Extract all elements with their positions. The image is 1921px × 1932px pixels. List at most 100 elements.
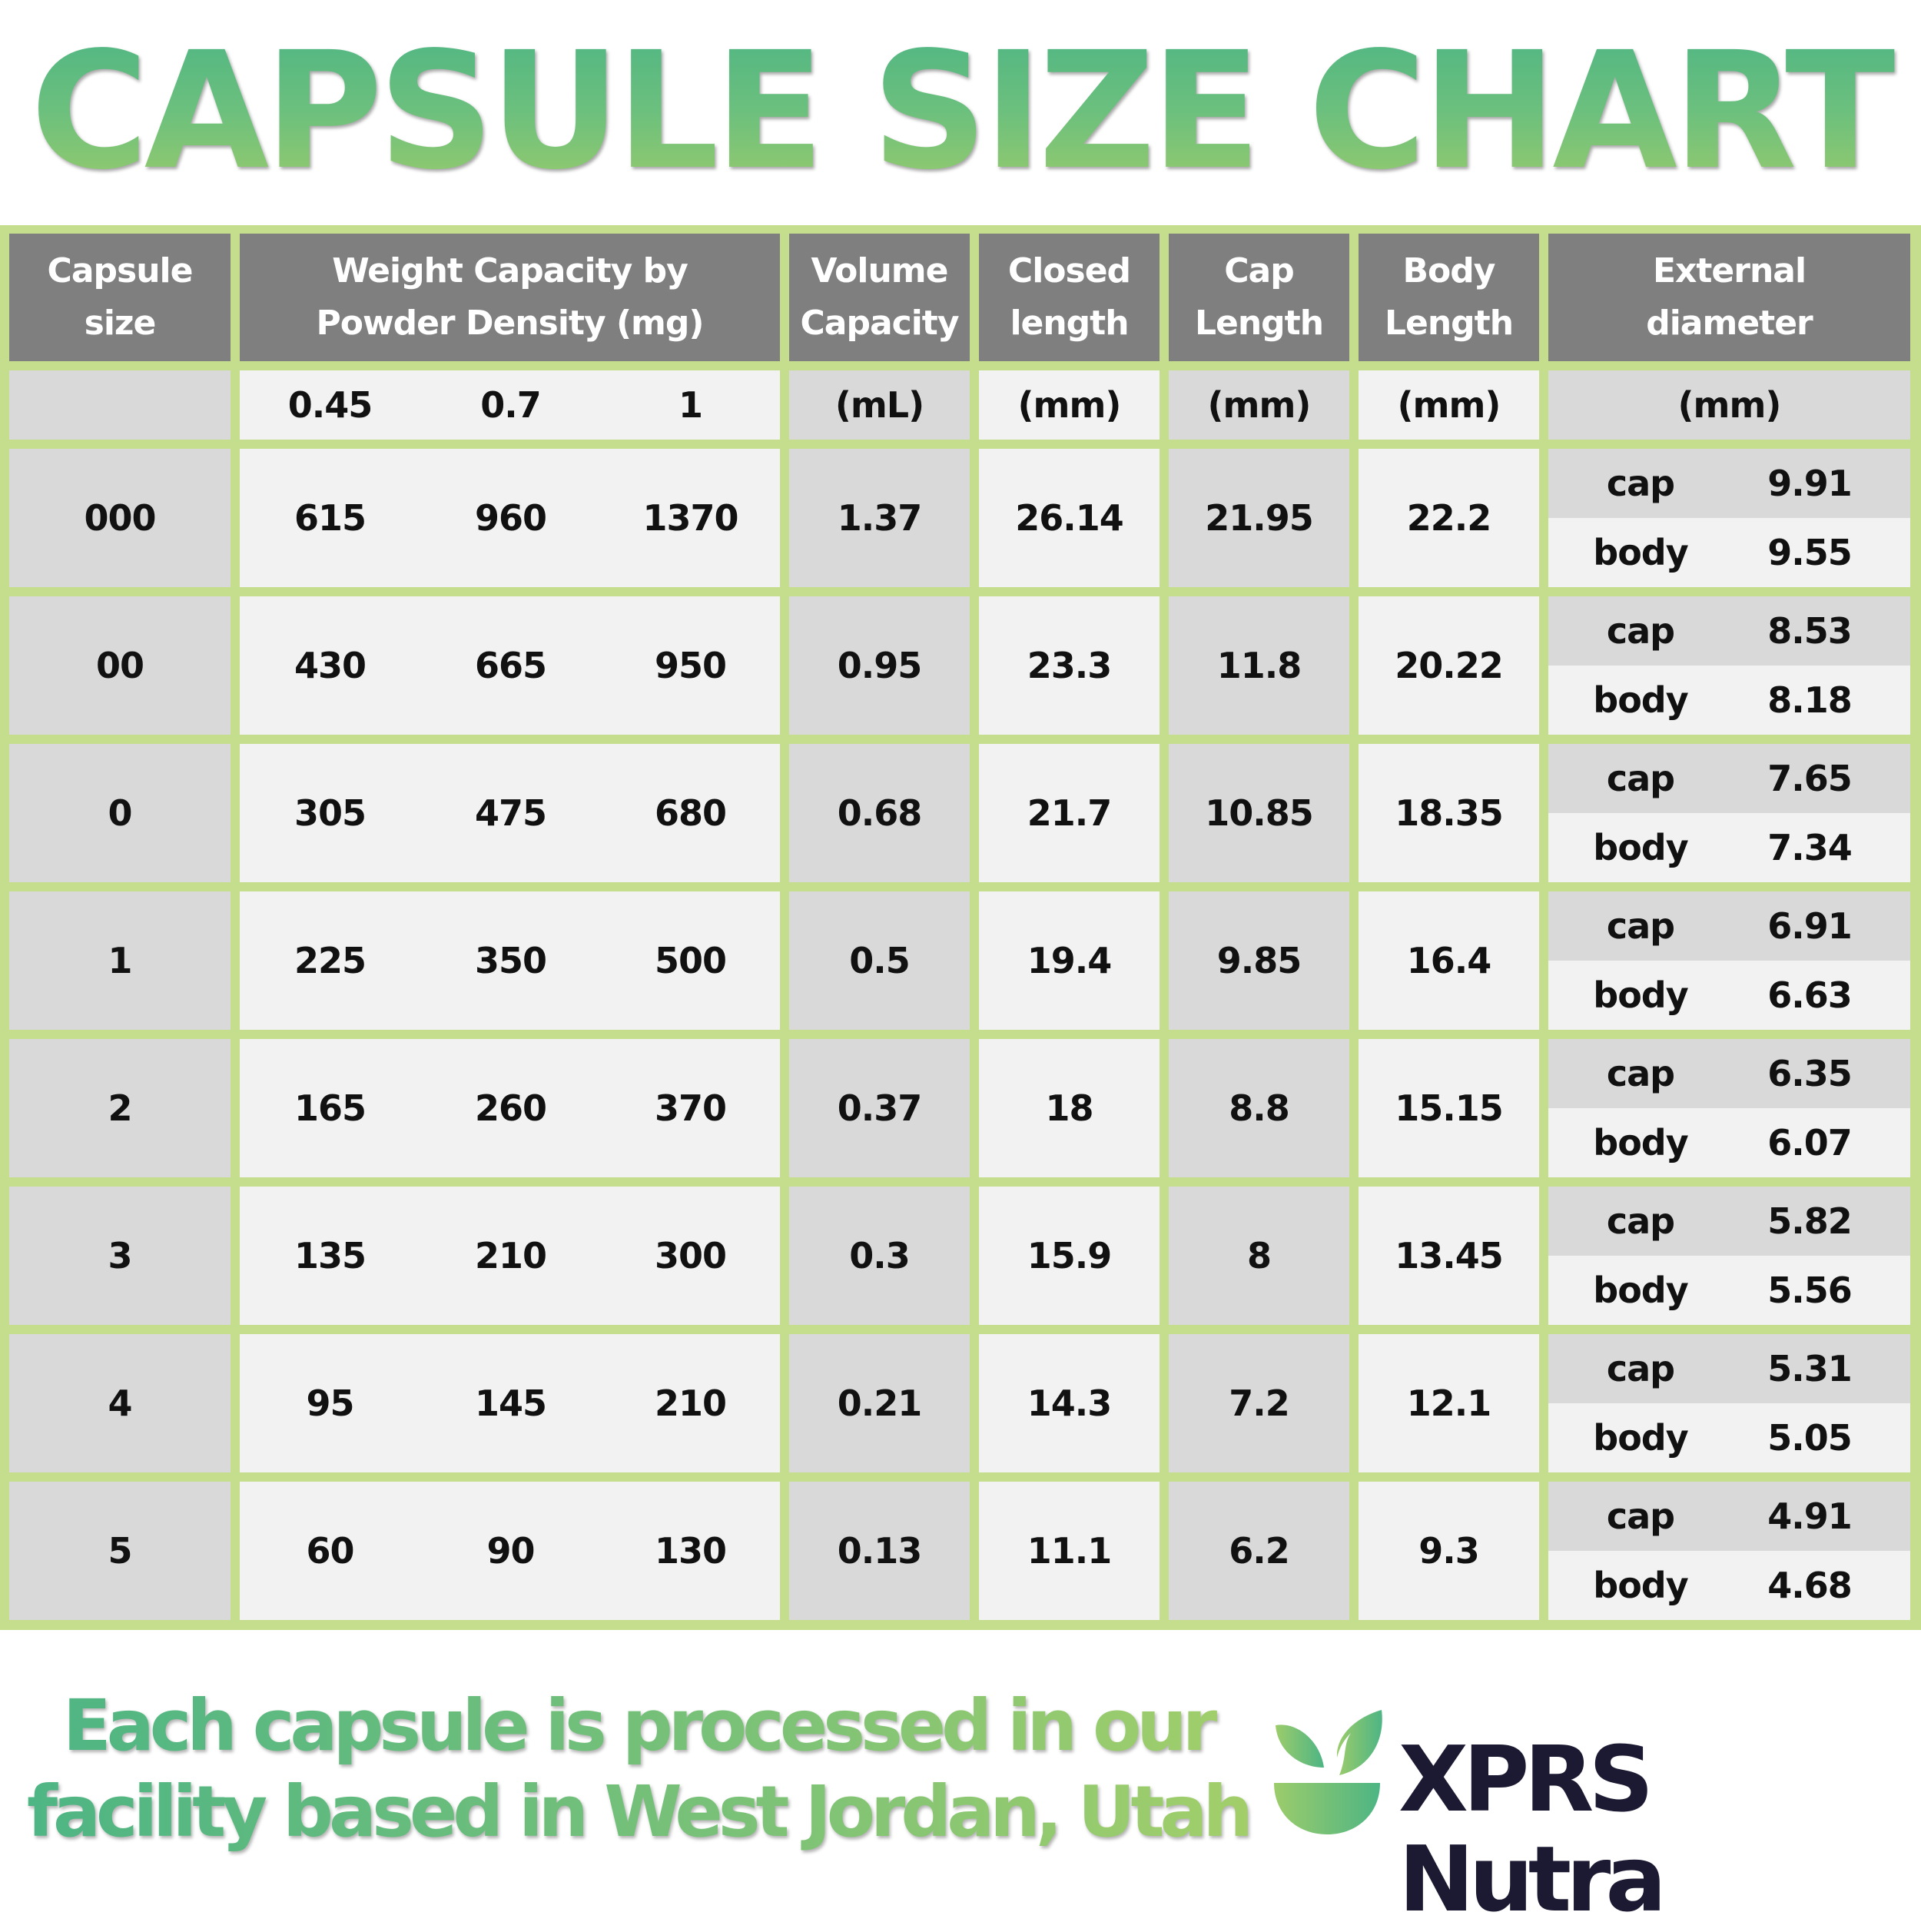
external-diameter-cell: cap 5.82 body 5.56 <box>1548 1187 1910 1325</box>
diameter-cap-row: cap 8.53 <box>1548 596 1910 666</box>
capsule-size-cell: 2 <box>9 1039 231 1177</box>
header-external-diameter: External diameter <box>1548 234 1910 361</box>
body-length-cell: 18.35 <box>1359 744 1539 882</box>
header-volume-capacity: Volume Capacity <box>789 234 970 361</box>
external-diameter-cell: cap 9.91 body 9.55 <box>1548 449 1910 587</box>
volume-cell: 0.68 <box>789 744 970 882</box>
weight-capacity-cell: 95 145 210 <box>240 1334 780 1472</box>
diameter-body-value: 5.05 <box>1767 1417 1853 1459</box>
diameter-cap-value: 6.91 <box>1767 905 1853 947</box>
capsule-size-cell: 3 <box>9 1187 231 1325</box>
weight-045-value: 225 <box>294 940 367 981</box>
capsule-size-cell: 000 <box>9 449 231 587</box>
diameter-cap-row: cap 9.91 <box>1548 449 1910 518</box>
units-capsule-size <box>9 370 231 440</box>
diameter-body-value: 9.55 <box>1767 532 1853 573</box>
header-weight-line1: Weight Capacity by <box>332 251 688 290</box>
header-capsule-size-label: Capsule size <box>47 251 194 343</box>
diameter-cap-value: 8.53 <box>1767 610 1853 652</box>
header-weight-capacity: Weight Capacity by Powder Density (mg) <box>240 234 780 361</box>
diameter-cap-label: cap <box>1606 1495 1675 1537</box>
closed-length-cell: 11.1 <box>979 1482 1160 1620</box>
external-diameter-cell: cap 8.53 body 8.18 <box>1548 596 1910 735</box>
closed-length-cell: 19.4 <box>979 891 1160 1030</box>
header-cap-line2: Length <box>1194 304 1324 343</box>
diameter-cap-row: cap 4.91 <box>1548 1482 1910 1551</box>
diameter-body-label: body <box>1593 679 1688 721</box>
weight-045-value: 615 <box>294 497 367 539</box>
footer-tagline: Each capsule is processed in our facilit… <box>15 1683 1260 1855</box>
diameter-cap-value: 4.91 <box>1767 1495 1853 1537</box>
cap-length-cell: 8.8 <box>1169 1039 1349 1177</box>
diameter-cap-label: cap <box>1606 1200 1675 1242</box>
diameter-body-row: body 6.07 <box>1548 1108 1910 1177</box>
header-closed-line2: length <box>1010 304 1129 343</box>
body-length-cell: 9.3 <box>1359 1482 1539 1620</box>
header-body-length: Body Length <box>1359 234 1539 361</box>
page-title: CAPSULE SIZE CHART <box>0 23 1921 200</box>
header-weight-line2: Powder Density (mg) <box>316 304 704 343</box>
weight-07-value: 475 <box>474 792 547 834</box>
cap-length-cell: 8 <box>1169 1187 1349 1325</box>
diameter-cap-value: 5.31 <box>1767 1348 1853 1389</box>
header-volume-line1: Volume <box>811 251 949 290</box>
weight-07-value: 665 <box>474 645 547 686</box>
capsule-size-cell: 0 <box>9 744 231 882</box>
units-volume: (mL) <box>789 370 970 440</box>
footer-line1: Each capsule is processed in our <box>62 1685 1213 1767</box>
body-length-cell: 22.2 <box>1359 449 1539 587</box>
weight-045-value: 95 <box>306 1383 354 1424</box>
diameter-body-row: body 5.05 <box>1548 1403 1910 1472</box>
diameter-cap-row: cap 6.91 <box>1548 891 1910 961</box>
weight-1-value: 1370 <box>642 497 738 539</box>
diameter-cap-value: 7.65 <box>1767 758 1853 799</box>
cap-length-cell: 10.85 <box>1169 744 1349 882</box>
body-length-cell: 13.45 <box>1359 1187 1539 1325</box>
units-body: (mm) <box>1359 370 1539 440</box>
diameter-body-row: body 7.34 <box>1548 813 1910 882</box>
units-cap: (mm) <box>1169 370 1349 440</box>
weight-07-value: 210 <box>474 1235 547 1276</box>
diameter-cap-label: cap <box>1606 758 1675 799</box>
weight-capacity-cell: 165 260 370 <box>240 1039 780 1177</box>
header-diam-line1: External <box>1652 251 1807 290</box>
diameter-body-row: body 8.18 <box>1548 666 1910 735</box>
weight-07-value: 260 <box>474 1087 547 1129</box>
diameter-body-row: body 4.68 <box>1548 1551 1910 1620</box>
volume-cell: 0.95 <box>789 596 970 735</box>
weight-07-value: 960 <box>474 497 547 539</box>
capsule-size-table: Capsule size Weight Capacity by Powder D… <box>0 225 1921 1630</box>
closed-length-cell: 21.7 <box>979 744 1160 882</box>
weight-045-value: 60 <box>306 1530 354 1572</box>
weight-045-value: 430 <box>294 645 367 686</box>
external-diameter-cell: cap 4.91 body 4.68 <box>1548 1482 1910 1620</box>
header-body-line1: Body <box>1402 251 1496 290</box>
units-diam: (mm) <box>1548 370 1910 440</box>
capsule-size-cell: 5 <box>9 1482 231 1620</box>
external-diameter-cell: cap 5.31 body 5.05 <box>1548 1334 1910 1472</box>
volume-cell: 0.21 <box>789 1334 970 1472</box>
weight-1-value: 370 <box>654 1087 727 1129</box>
header-cap-length: Cap Length <box>1169 234 1349 361</box>
cap-length-cell: 11.8 <box>1169 596 1349 735</box>
closed-length-cell: 23.3 <box>979 596 1160 735</box>
cap-length-cell: 21.95 <box>1169 449 1349 587</box>
header-capsule-size: Capsule size <box>9 234 231 361</box>
diameter-body-label: body <box>1593 827 1688 868</box>
diameter-cap-value: 9.91 <box>1767 463 1853 504</box>
header-cap-line1: Cap <box>1224 251 1294 290</box>
weight-capacity-cell: 305 475 680 <box>240 744 780 882</box>
closed-length-cell: 26.14 <box>979 449 1160 587</box>
diameter-body-value: 4.68 <box>1767 1565 1853 1606</box>
header-closed-line1: Closed <box>1007 251 1131 290</box>
weight-1-value: 130 <box>654 1530 727 1572</box>
external-diameter-cell: cap 7.65 body 7.34 <box>1548 744 1910 882</box>
diameter-cap-label: cap <box>1606 1053 1675 1094</box>
diameter-cap-value: 6.35 <box>1767 1053 1853 1094</box>
weight-1-value: 300 <box>654 1235 727 1276</box>
diameter-cap-label: cap <box>1606 463 1675 504</box>
cap-length-cell: 9.85 <box>1169 891 1349 1030</box>
header-body-line2: Length <box>1384 304 1514 343</box>
weight-1-value: 500 <box>654 940 727 981</box>
density-07: 0.7 <box>480 384 542 426</box>
